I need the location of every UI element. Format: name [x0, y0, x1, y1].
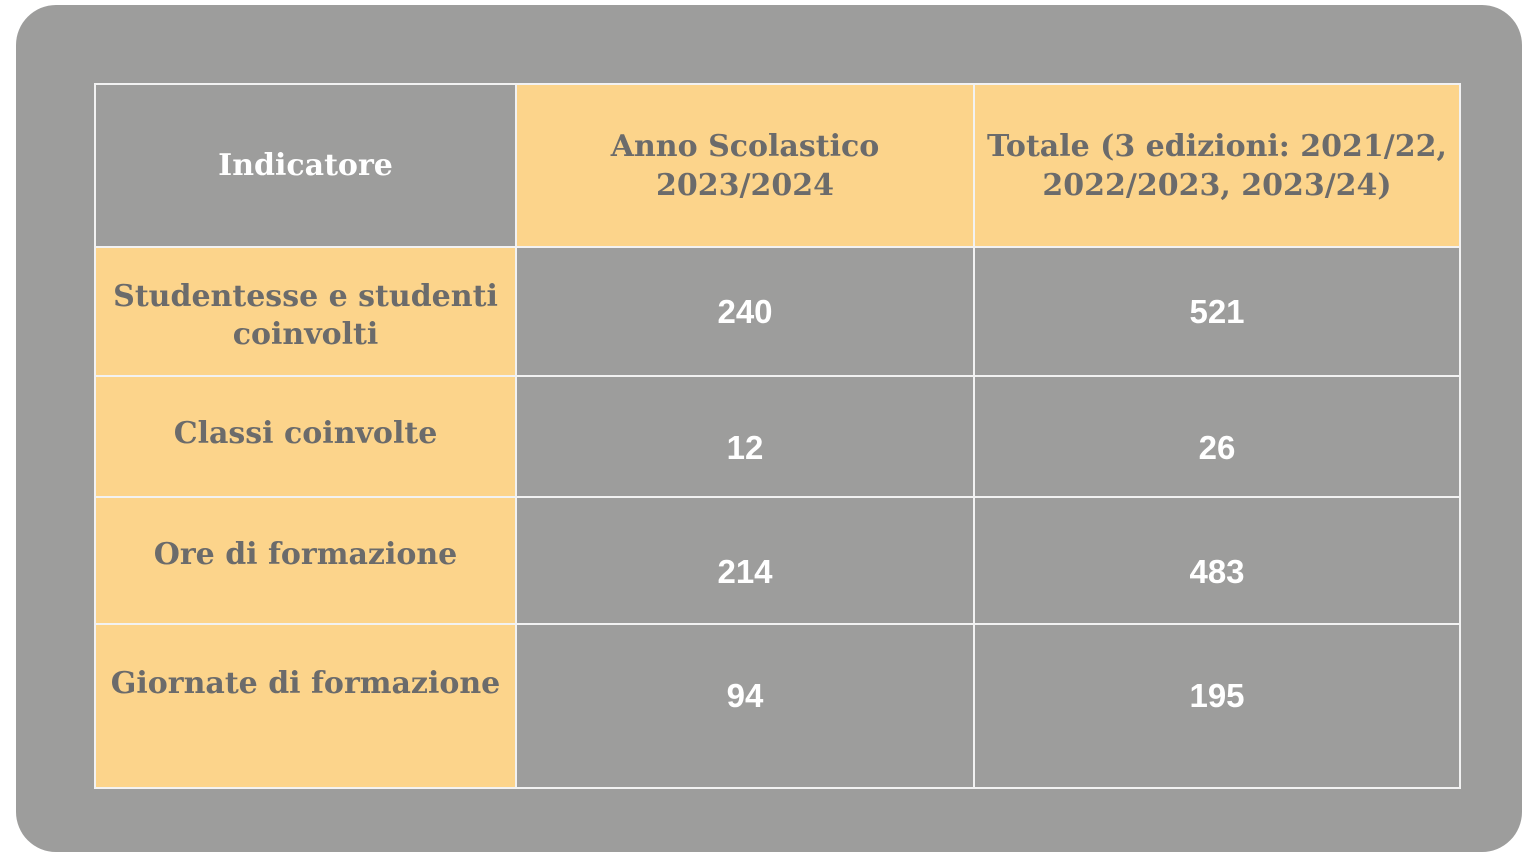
row-total-value: 26 — [973, 375, 1461, 498]
row-total-value: 195 — [973, 623, 1461, 789]
table-row: Classi coinvolte 12 26 — [94, 375, 1461, 498]
header-row: Indicatore Anno Scolastico 2023/2024 Tot… — [94, 83, 1461, 248]
row-year-value: 214 — [515, 496, 975, 625]
header-year: Anno Scolastico 2023/2024 — [515, 83, 975, 248]
row-year-value: 94 — [515, 623, 975, 789]
stats-table: Indicatore Anno Scolastico 2023/2024 Tot… — [94, 83, 1461, 789]
row-total-value: 483 — [973, 496, 1461, 625]
row-label: Classi coinvolte — [94, 375, 517, 498]
table-row: Studentesse e studenti coinvolti 240 521 — [94, 246, 1461, 377]
table-row: Giornate di formazione 94 195 — [94, 623, 1461, 789]
row-label: Giornate di formazione — [94, 623, 517, 789]
card-panel: Indicatore Anno Scolastico 2023/2024 Tot… — [16, 5, 1522, 852]
row-label: Studentesse e studenti coinvolti — [94, 246, 517, 377]
row-total-value: 521 — [973, 246, 1461, 377]
row-label: Ore di formazione — [94, 496, 517, 625]
header-indicator: Indicatore — [94, 83, 517, 248]
row-year-value: 240 — [515, 246, 975, 377]
header-total: Totale (3 edizioni: 2021/22, 2022/2023, … — [973, 83, 1461, 248]
row-year-value: 12 — [515, 375, 975, 498]
table-row: Ore di formazione 214 483 — [94, 496, 1461, 625]
